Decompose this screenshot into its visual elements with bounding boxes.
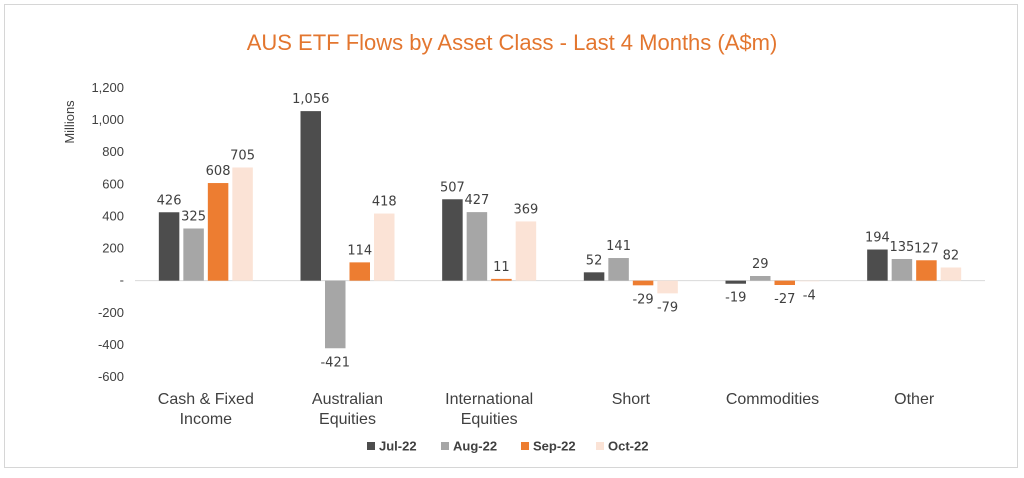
legend-swatch — [596, 442, 604, 450]
data-label: 11 — [493, 260, 510, 275]
category-label: Income — [180, 411, 233, 428]
bar-oct-22 — [374, 213, 395, 281]
y-tick-label: 1,000 — [91, 112, 124, 127]
bar-aug-22 — [608, 258, 629, 281]
legend-swatch — [441, 442, 449, 450]
data-label: 141 — [606, 239, 631, 254]
y-tick-label: 400 — [102, 208, 124, 223]
data-label: -19 — [725, 291, 746, 306]
legend-swatch — [367, 442, 375, 450]
y-tick-label: -600 — [98, 369, 124, 384]
bar-aug-22 — [183, 228, 204, 281]
bar-aug-22 — [466, 212, 488, 281]
bar-jul-22 — [442, 199, 463, 281]
y-axis-title: Millions — [62, 100, 77, 144]
y-tick-label: 1,200 — [91, 80, 124, 95]
category-label: Other — [894, 391, 935, 408]
data-label: 325 — [181, 209, 206, 224]
y-tick-label: 800 — [102, 144, 124, 159]
bar-aug-22 — [750, 276, 771, 281]
bar-sep-22 — [916, 260, 937, 281]
data-label: -29 — [632, 292, 653, 307]
category-label: Equities — [319, 411, 376, 428]
bar-oct-22 — [940, 267, 962, 281]
legend-swatch — [521, 442, 529, 450]
bar-jul-22 — [583, 272, 605, 281]
legend-label: Sep-22 — [533, 439, 576, 454]
category-label: Cash & Fixed — [158, 391, 254, 408]
data-label: 608 — [206, 164, 231, 179]
category-label: Commodities — [726, 391, 819, 408]
bar-aug-22 — [325, 280, 346, 349]
data-label: 135 — [890, 240, 915, 255]
legend-label: Jul-22 — [379, 439, 417, 454]
legend-label: Aug-22 — [453, 439, 497, 454]
bar-jul-22 — [725, 280, 746, 284]
bar-jul-22 — [300, 111, 321, 281]
chart-title: AUS ETF Flows by Asset Class - Last 4 Mo… — [246, 30, 778, 55]
data-label: 52 — [586, 253, 603, 268]
y-tick-label: 200 — [102, 241, 124, 256]
y-tick-label: 600 — [102, 176, 124, 191]
legend: Jul-22 Aug-22 Sep-22 Oct-22 — [367, 439, 648, 454]
category-label: Short — [612, 391, 651, 408]
bar-sep-22 — [491, 278, 512, 281]
data-label: 82 — [943, 249, 960, 264]
bar-jul-22 — [867, 249, 888, 281]
bar-jul-22 — [158, 212, 180, 281]
bar-sep-22 — [207, 183, 229, 281]
data-label: 507 — [440, 180, 465, 195]
category-label: International — [445, 391, 533, 408]
x-axis-categories: Cash & Fixed Income Australian Equities Inte… — [158, 391, 935, 428]
bar-oct-22 — [232, 167, 253, 281]
data-label: -79 — [657, 300, 678, 315]
data-label: 705 — [230, 148, 255, 163]
legend-label: Oct-22 — [608, 439, 648, 454]
data-label: -421 — [320, 355, 350, 370]
data-label: 1,056 — [292, 92, 329, 107]
y-tick-label: -400 — [98, 337, 124, 352]
category-label: Equities — [461, 411, 518, 428]
y-tick-label: -200 — [98, 305, 124, 320]
data-label: 426 — [157, 193, 182, 208]
bar-sep-22 — [632, 280, 654, 286]
data-label: 29 — [752, 257, 769, 272]
bars — [158, 111, 962, 349]
data-label: 194 — [865, 231, 890, 246]
y-axis: Millions 1,200 1,000 800 600 400 200 - -200 -400 -… — [62, 80, 985, 384]
data-label: 418 — [372, 195, 397, 210]
y-tick-label: - — [120, 273, 124, 288]
data-label: 114 — [347, 243, 372, 258]
bar-sep-22 — [774, 280, 795, 286]
data-label: -4 — [803, 288, 816, 303]
bar-oct-22 — [657, 280, 678, 294]
data-label: 427 — [465, 193, 490, 208]
data-label: 369 — [514, 202, 539, 217]
data-label: -27 — [774, 292, 795, 307]
bar-oct-22 — [515, 221, 537, 281]
bar-aug-22 — [891, 258, 913, 281]
category-label: Australian — [312, 391, 383, 408]
bar-oct-22 — [799, 280, 820, 282]
bar-sep-22 — [349, 262, 370, 281]
data-label: 127 — [914, 241, 939, 256]
